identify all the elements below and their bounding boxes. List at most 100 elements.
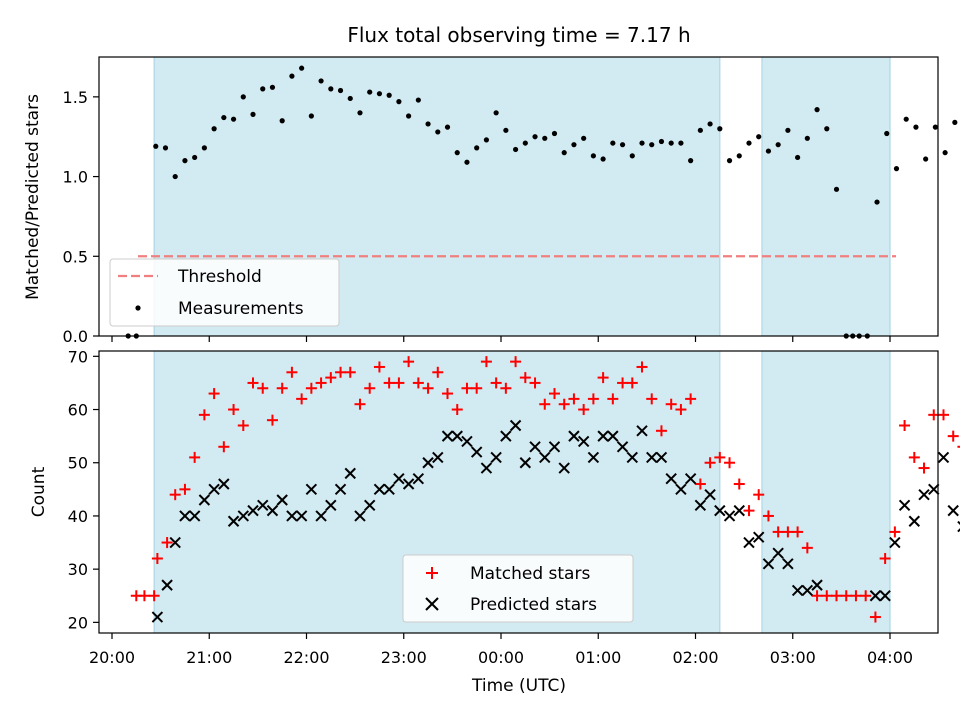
measurement-point (192, 154, 198, 161)
top-y-axis-label: Matched/Predicted stars (23, 94, 43, 300)
bottom-x-axis-ticks: 20:00 21:00 22:00 23:00 00:00 01:00 02:00 03:00… (89, 633, 913, 667)
measurement-point (318, 78, 324, 84)
matched-point (937, 409, 949, 421)
matched-point (151, 553, 163, 565)
matched-point (899, 419, 911, 431)
bottom-legend: Matched stars Predicted stars (402, 554, 634, 623)
measurement-point (658, 138, 665, 145)
measurement-point (201, 145, 207, 151)
predicted-point (548, 441, 561, 453)
matched-point (383, 377, 395, 389)
predicted-point (383, 483, 395, 496)
predicted-point (480, 462, 493, 474)
predicted-point (704, 488, 716, 501)
predicted-point (694, 499, 707, 512)
matched-point (432, 366, 444, 378)
matched-point (801, 542, 813, 554)
matched-point (792, 526, 804, 538)
legend-matched-swatch (426, 567, 438, 579)
matched-point (373, 361, 385, 373)
matched-point (869, 611, 881, 623)
predicted-point (636, 425, 648, 437)
matched-point (704, 457, 716, 469)
measurement-point (765, 148, 772, 154)
top-panel: 0.0 0.5 1.0 1.5 Matched/Predicted stars Thr… (23, 56, 958, 346)
predicted-point (937, 451, 950, 464)
matched-point (694, 478, 706, 490)
measurement-point (415, 97, 421, 103)
predicted-point (364, 499, 376, 512)
matched-point (685, 393, 697, 405)
matched-point (266, 414, 278, 426)
matched-point (344, 366, 356, 378)
top-legend: Threshold Measurements (109, 258, 340, 327)
matched-point (237, 419, 249, 431)
top-legend-box (109, 258, 340, 327)
matched-point (811, 590, 823, 602)
measurement-point (542, 135, 548, 141)
legend-matched-label: Matched stars (470, 564, 590, 584)
measurement-point (736, 153, 742, 159)
predicted-point (811, 579, 823, 591)
predicted-point (646, 451, 658, 464)
predicted-point (723, 510, 736, 522)
y-tick-label: 70 (68, 347, 88, 366)
measurement-point (376, 91, 383, 97)
x-tick-label: 23:00 (381, 648, 427, 667)
bottom-y-axis-ticks: 20 30 40 50 60 70 (68, 347, 99, 632)
predicted-point (539, 451, 551, 464)
matched-point (519, 372, 531, 384)
predicted-stars-series (151, 419, 960, 623)
predicted-point (762, 558, 775, 570)
matched-point (247, 377, 259, 389)
matched-point (879, 553, 891, 565)
measurement-point (571, 142, 577, 148)
y-tick-label: 20 (68, 613, 88, 632)
measurement-point (619, 142, 626, 148)
matched-stars-series (130, 356, 960, 623)
predicted-point (412, 472, 425, 485)
matched-point (733, 478, 745, 490)
matched-point (636, 361, 648, 373)
measurement-point (279, 118, 285, 124)
measurement-point (493, 110, 499, 116)
predicted-point (879, 590, 891, 602)
measurement-point (707, 121, 713, 127)
measurement-point (299, 65, 305, 71)
matched-point (354, 398, 366, 410)
measurement-point (211, 126, 217, 132)
measurement-point (668, 140, 674, 146)
measurement-point (357, 110, 363, 116)
matched-point (675, 404, 687, 416)
predicted-point (490, 451, 502, 464)
legend-predicted-label: Predicted stars (470, 595, 597, 615)
measurement-point (824, 126, 830, 132)
measurement-point (153, 143, 159, 149)
measurement-point (942, 150, 948, 156)
measurement-point (512, 146, 519, 153)
matched-point (325, 372, 337, 384)
matched-point (918, 462, 930, 474)
measurement-point (221, 114, 227, 121)
bottom-legend-box (402, 554, 634, 623)
matched-point (714, 451, 726, 463)
predicted-point (344, 467, 356, 480)
y-tick-label: 0.5 (63, 247, 88, 266)
bottom-plot-frame (98, 350, 939, 634)
measurement-point (874, 199, 880, 205)
measurement-point (289, 73, 295, 79)
predicted-point (354, 510, 366, 522)
predicted-point (928, 483, 940, 496)
matched-point (860, 590, 872, 602)
measurement-point (172, 173, 178, 180)
measurement-point (923, 156, 929, 162)
x-tick-label: 02:00 (672, 648, 718, 667)
measurement-point (639, 140, 645, 146)
predicted-point (161, 579, 173, 591)
matched-point (646, 393, 658, 405)
x-tick-label: 00:00 (478, 648, 524, 667)
predicted-point (791, 584, 804, 597)
measurement-point (347, 95, 353, 102)
x-tick-label: 03:00 (770, 648, 816, 667)
matched-point (772, 526, 784, 538)
